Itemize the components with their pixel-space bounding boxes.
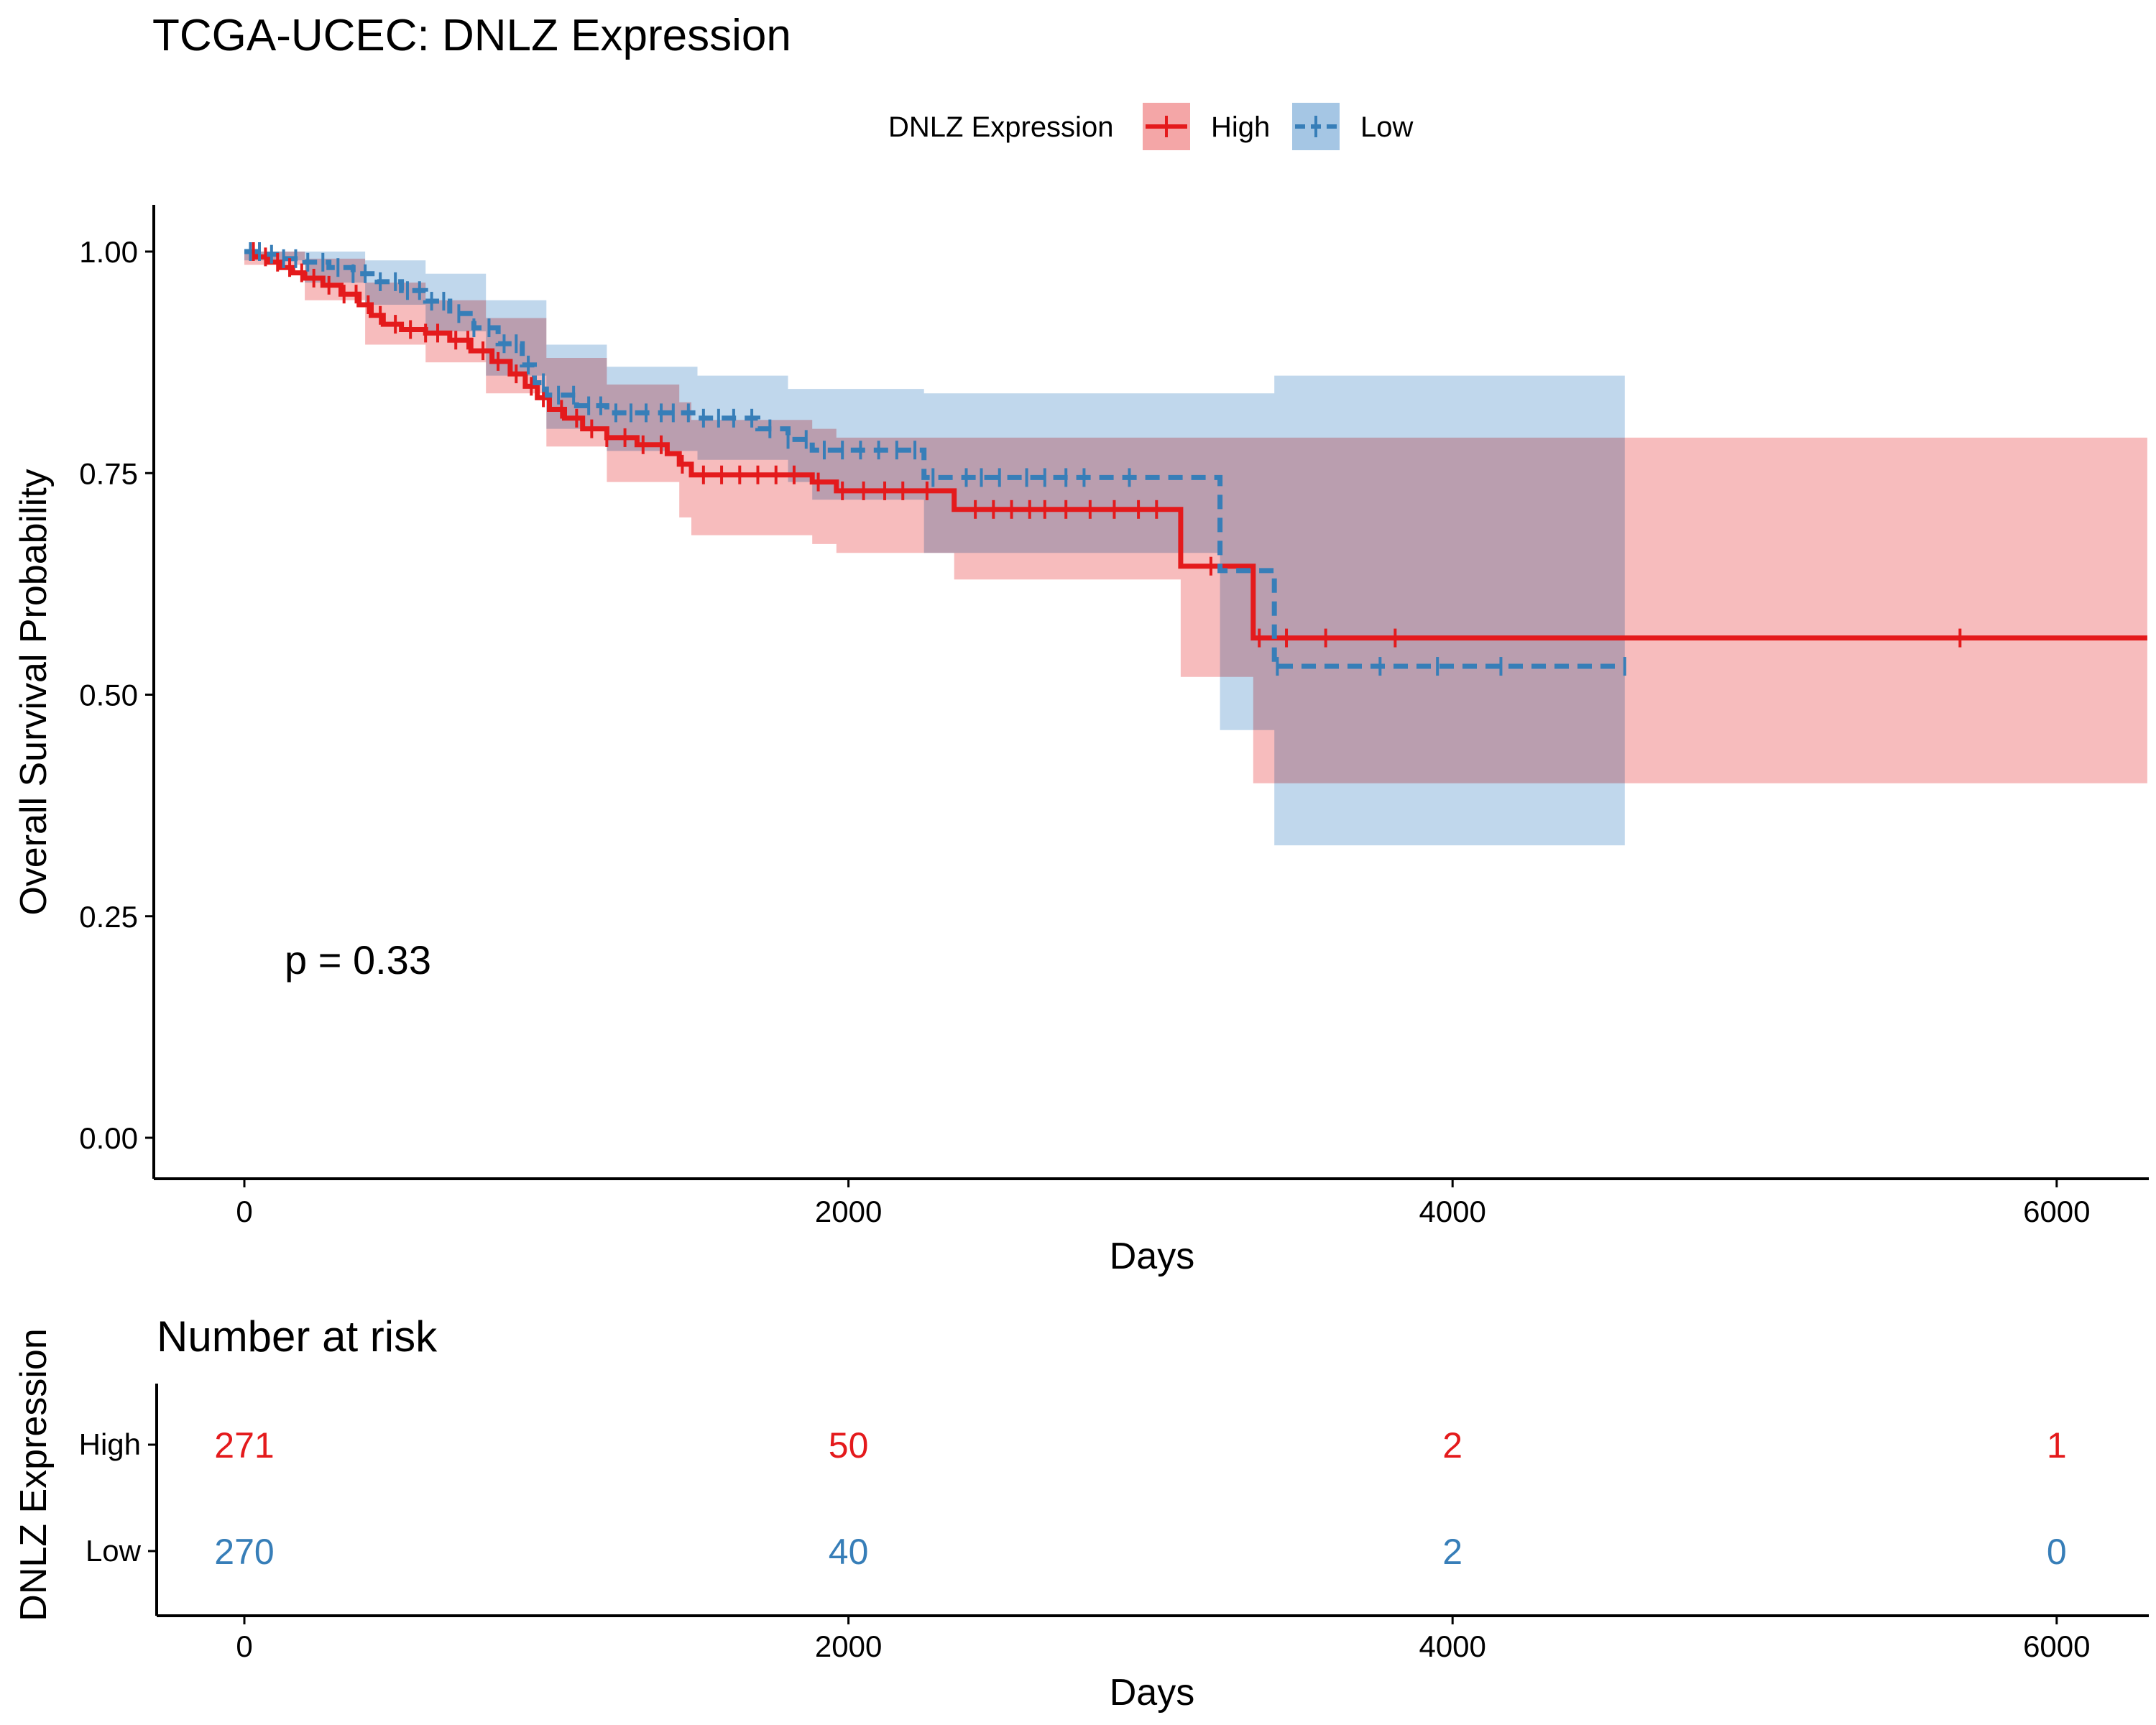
legend: DNLZ Expression High Low [888,103,1413,150]
risk-count-high: 1 [2047,1425,2067,1466]
risk-x-tick-label: 4000 [1419,1629,1485,1663]
censor-marks [249,242,1962,676]
y-tick-label: 0.75 [79,456,138,490]
risk-count-low: 2 [1442,1532,1462,1572]
x-tick-label: 2000 [815,1195,882,1228]
y-tick-label: 0.50 [79,678,138,712]
risk-count-high: 50 [829,1425,869,1466]
x-tick-label: 6000 [2023,1195,2090,1228]
x-axis-title: Days [1110,1236,1194,1277]
legend-high-label: High [1211,111,1270,143]
y-axis-ticks: 0.00 0.25 0.50 0.75 1.00 [79,235,154,1155]
risk-x-tick-label: 6000 [2023,1629,2090,1663]
y-tick-label: 0.25 [79,900,138,934]
confidence-bands [244,252,2147,846]
y-tick-label: 1.00 [79,235,138,269]
y-tick-label: 0.00 [79,1121,138,1155]
risk-y-axis-title: DNLZ Expression [13,1328,55,1621]
risk-count-high: 271 [214,1425,274,1466]
risk-table-title: Number at risk [157,1312,438,1361]
x-axis-ticks: 0 2000 4000 6000 [236,1179,2091,1228]
chart-title: TCGA-UCEC: DNLZ Expression [152,11,791,60]
risk-count-low: 0 [2047,1532,2067,1572]
risk-x-tick-label: 2000 [815,1629,882,1663]
y-axis-title: Overall Survival Probability [13,469,55,915]
x-tick-label: 0 [236,1195,252,1228]
risk-count-low: 40 [829,1532,869,1572]
risk-x-tick-label: 0 [236,1629,252,1663]
risk-row-label-high: High [79,1427,141,1461]
risk-count-low: 270 [214,1532,274,1572]
risk-count-high: 2 [1442,1425,1462,1466]
risk-row-label-low: Low [86,1534,142,1568]
risk-x-axis-ticks: 0 2000 4000 6000 [236,1616,2091,1663]
legend-title: DNLZ Expression [888,111,1113,143]
p-value-annotation: p = 0.33 [285,937,431,983]
legend-low-label: Low [1360,111,1413,143]
survival-curve-low [244,249,1625,669]
x-tick-label: 4000 [1419,1195,1485,1228]
risk-x-axis-title: Days [1110,1672,1194,1714]
risk-table: High 271 50 2 1 Low 270 40 2 0 [79,1425,2067,1572]
